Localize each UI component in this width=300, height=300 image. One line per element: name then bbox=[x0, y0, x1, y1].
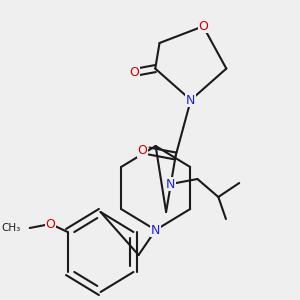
Text: O: O bbox=[198, 20, 208, 33]
Text: O: O bbox=[130, 66, 140, 79]
Text: CH₃: CH₃ bbox=[1, 223, 20, 233]
Text: N: N bbox=[186, 94, 196, 106]
Text: N: N bbox=[166, 178, 176, 190]
Text: N: N bbox=[151, 224, 160, 236]
Text: O: O bbox=[137, 145, 147, 158]
Text: O: O bbox=[46, 218, 56, 230]
